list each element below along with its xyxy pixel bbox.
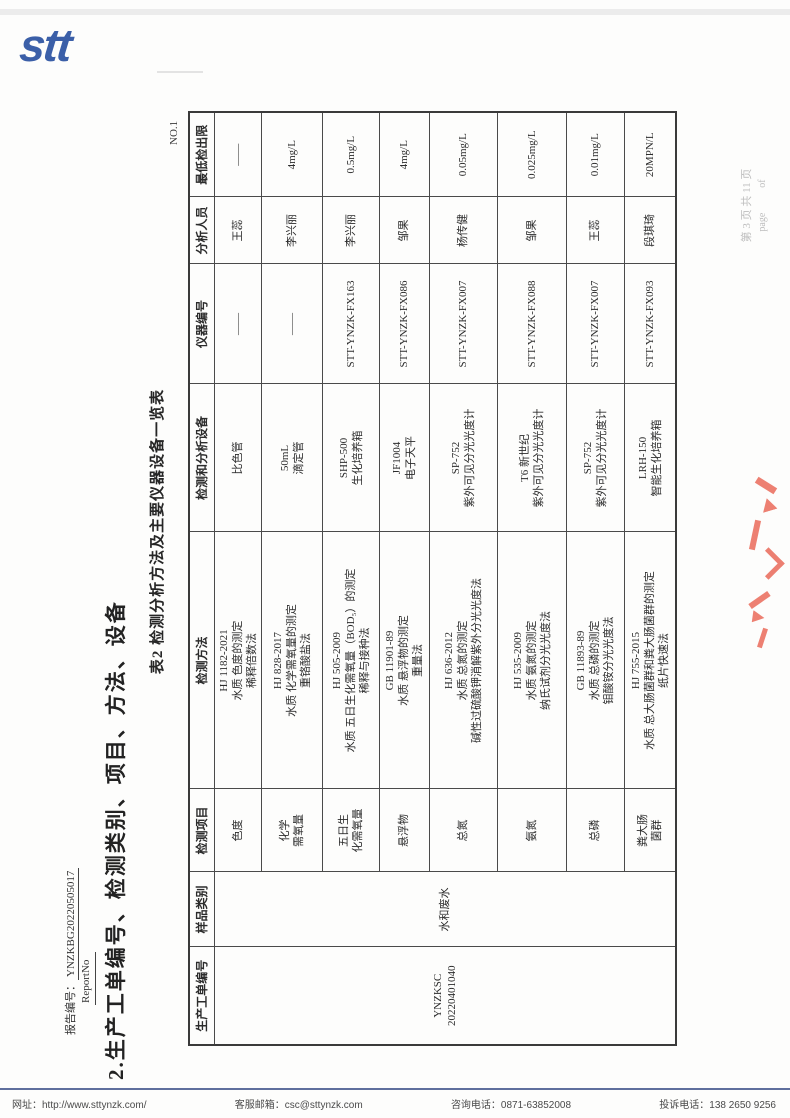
page-number-block: 第 3 页 共 11 页 page of	[740, 138, 770, 273]
item-cell: 总氮	[429, 789, 497, 872]
instrument-no-cell: STT-YNZK-FX093	[624, 264, 676, 384]
work-order-cell: YNZKSC 20220401040	[214, 947, 676, 1045]
equipment-cell: SHP-500 生化培养箱	[322, 384, 379, 532]
col-header-sample-type: 样品类别	[189, 872, 214, 947]
footer-website: 网址：http://www.sttynzk.com/	[12, 1100, 147, 1111]
instrument-no-cell: STT-YNZK-FX088	[497, 264, 566, 384]
item-cell: 粪大肠 菌群	[624, 789, 676, 872]
report-number-value: YNZKBG20220505017	[65, 867, 79, 980]
analyst-cell: 杨传健	[429, 197, 497, 264]
item-cell: 五日生 化需氧量	[322, 789, 379, 872]
scan-artifact-streak	[157, 71, 203, 73]
method-cell: HJ 636-2012 水质 总氮的测定 碱性过硫酸钾消解紫外分光光度法	[429, 532, 497, 789]
col-header-instrument-no: 仪器编号	[189, 264, 214, 384]
detection-limit-cell: 0.05mg/L	[429, 112, 497, 197]
detection-limit-cell: 0.5mg/L	[322, 112, 379, 197]
analyst-cell: 邹果	[497, 197, 566, 264]
equipment-cell: T6 新世纪 紫外可见分光光度计	[497, 384, 566, 532]
page-number-en: page of	[757, 179, 768, 232]
analyst-cell: 王蕊	[214, 197, 261, 264]
method-cell: GB 11893-89 水质 总磷的测定 钼酸铵分光光度法	[566, 532, 624, 789]
methods-instruments-table: 生产工单编号 样品类别 检测项目 检测方法 检测和分析设备 仪器编号 分析人员 …	[188, 111, 677, 1046]
method-cell: HJ 505-2009 水质 五日生化需氧量（BOD₅）的测定 稀释与接种法	[322, 532, 379, 789]
instrument-no-cell: STT-YNZK-FX086	[379, 264, 429, 384]
analyst-cell: 李兴丽	[261, 197, 322, 264]
method-cell: HJ 755-2015 水质 总大肠菌群和粪大肠菌群的测定 纸片快速法	[624, 532, 676, 789]
sample-type-cell: 水和废水	[214, 872, 676, 947]
col-header-analyst: 分析人员	[189, 197, 214, 264]
page-number-zh: 第 3 页 共 11 页	[741, 168, 753, 243]
method-cell: HJ 828-2017 水质 化学需氧量的测定 重铬酸盐法	[261, 532, 322, 789]
detection-limit-cell: 4mg/L	[379, 112, 429, 197]
detection-limit-cell: 0.01mg/L	[566, 112, 624, 197]
equipment-cell: SP-752 紫外可见分光光度计	[566, 384, 624, 532]
table-header-row: 生产工单编号 样品类别 检测项目 检测方法 检测和分析设备 仪器编号 分析人员 …	[189, 112, 214, 1045]
report-number-block: 报告编号：YNZKBG20220505017 ReportNo	[64, 867, 96, 1035]
col-header-item: 检测项目	[189, 789, 214, 872]
letterhead-footer: 网址：http://www.sttynzk.com/ 客服邮箱：csc@stty…	[0, 1088, 790, 1111]
equipment-cell: SP-752 紫外可见分光光度计	[429, 384, 497, 532]
table-title: 表2 检测分析方法及主要仪器设备一览表	[150, 388, 166, 675]
footer-complaint-phone: 投诉电话：138 2650 9256	[659, 1100, 776, 1111]
method-cell: HJ 1182-2021 水质 色度的测定 稀释倍数法	[214, 532, 261, 789]
item-cell: 总磷	[566, 789, 624, 872]
detection-limit-cell: 4mg/L	[261, 112, 322, 197]
footer-phone: 咨询电话：0871-63852008	[450, 1100, 572, 1111]
footer-email: 客服邮箱：csc@sttynzk.com	[234, 1100, 363, 1111]
detection-limit-cell: 20MPN/L	[624, 112, 676, 197]
report-number-line: 报告编号：YNZKBG20220505017	[64, 867, 79, 1035]
instrument-no-cell: ——	[261, 264, 322, 384]
report-number-label-en: ReportNo	[79, 951, 96, 1005]
analyst-cell: 段琪琦	[624, 197, 676, 264]
item-cell: 悬浮物	[379, 789, 429, 872]
scan-artifact-band	[0, 9, 790, 15]
equipment-cell: JF1004 电子天平	[379, 384, 429, 532]
section-heading: 2.生产工单编号、检测类别、项目、方法、设备	[104, 600, 128, 1080]
detection-limit-cell: 0.025mg/L	[497, 112, 566, 197]
equipment-cell: 50mL 滴定管	[261, 384, 322, 532]
item-cell: 化学 需氧量	[261, 789, 322, 872]
item-cell: 氨氮	[497, 789, 566, 872]
col-header-work-order: 生产工单编号	[189, 947, 214, 1045]
analyst-cell: 李兴丽	[322, 197, 379, 264]
report-number-label: 报告编号：	[65, 980, 77, 1035]
equipment-cell: LRH-150 智能生化培养箱	[624, 384, 676, 532]
instrument-no-cell: STT-YNZK-FX163	[322, 264, 379, 384]
item-cell: 色度	[214, 789, 261, 872]
col-header-detection-limit: 最低检出限	[189, 112, 214, 197]
instrument-no-cell: ——	[214, 264, 261, 384]
instrument-no-cell: STT-YNZK-FX007	[429, 264, 497, 384]
analyst-cell: 王蕊	[566, 197, 624, 264]
analyst-cell: 邹果	[379, 197, 429, 264]
detection-limit-cell: ——	[214, 112, 261, 197]
footer-divider	[0, 1088, 790, 1090]
table-no-label: NO.1	[168, 120, 180, 145]
col-header-equipment: 检测和分析设备	[189, 384, 214, 532]
table-row: YNZKSC 20220401040 水和废水 色度 HJ 1182-2021 …	[214, 112, 676, 1045]
equipment-cell: 比色管	[214, 384, 261, 532]
method-cell: HJ 535-2009 水质 氨氮的测定 纳氏试剂分光光度法	[497, 532, 566, 789]
method-cell: GB 11901-89 水质 悬浮物的测定 重量法	[379, 532, 429, 789]
col-header-method: 检测方法	[189, 532, 214, 789]
instrument-no-cell: STT-YNZK-FX007	[566, 264, 624, 384]
